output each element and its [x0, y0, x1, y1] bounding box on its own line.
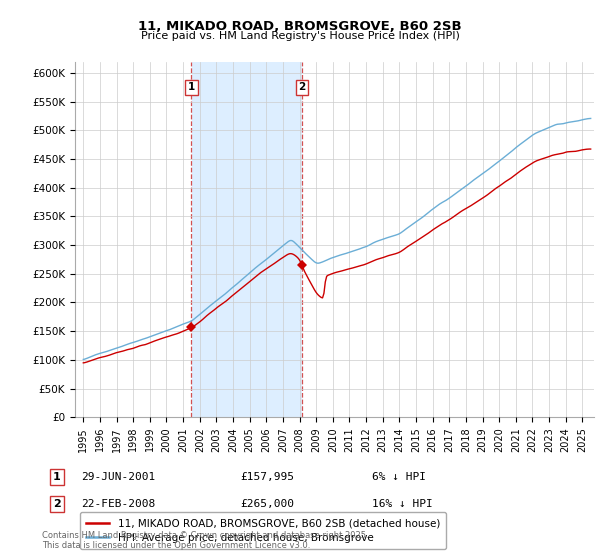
Text: 2: 2 — [298, 82, 305, 92]
Text: 6% ↓ HPI: 6% ↓ HPI — [372, 472, 426, 482]
Text: Price paid vs. HM Land Registry's House Price Index (HPI): Price paid vs. HM Land Registry's House … — [140, 31, 460, 41]
Text: 29-JUN-2001: 29-JUN-2001 — [81, 472, 155, 482]
Text: £265,000: £265,000 — [240, 499, 294, 509]
Text: 2: 2 — [53, 499, 61, 509]
Text: 16% ↓ HPI: 16% ↓ HPI — [372, 499, 433, 509]
Legend: 11, MIKADO ROAD, BROMSGROVE, B60 2SB (detached house), HPI: Average price, detac: 11, MIKADO ROAD, BROMSGROVE, B60 2SB (de… — [80, 512, 446, 549]
Text: 1: 1 — [53, 472, 61, 482]
Text: 11, MIKADO ROAD, BROMSGROVE, B60 2SB: 11, MIKADO ROAD, BROMSGROVE, B60 2SB — [138, 20, 462, 32]
Text: 1: 1 — [188, 82, 195, 92]
Text: 22-FEB-2008: 22-FEB-2008 — [81, 499, 155, 509]
Text: Contains HM Land Registry data © Crown copyright and database right 2025.
This d: Contains HM Land Registry data © Crown c… — [42, 530, 368, 550]
Text: £157,995: £157,995 — [240, 472, 294, 482]
